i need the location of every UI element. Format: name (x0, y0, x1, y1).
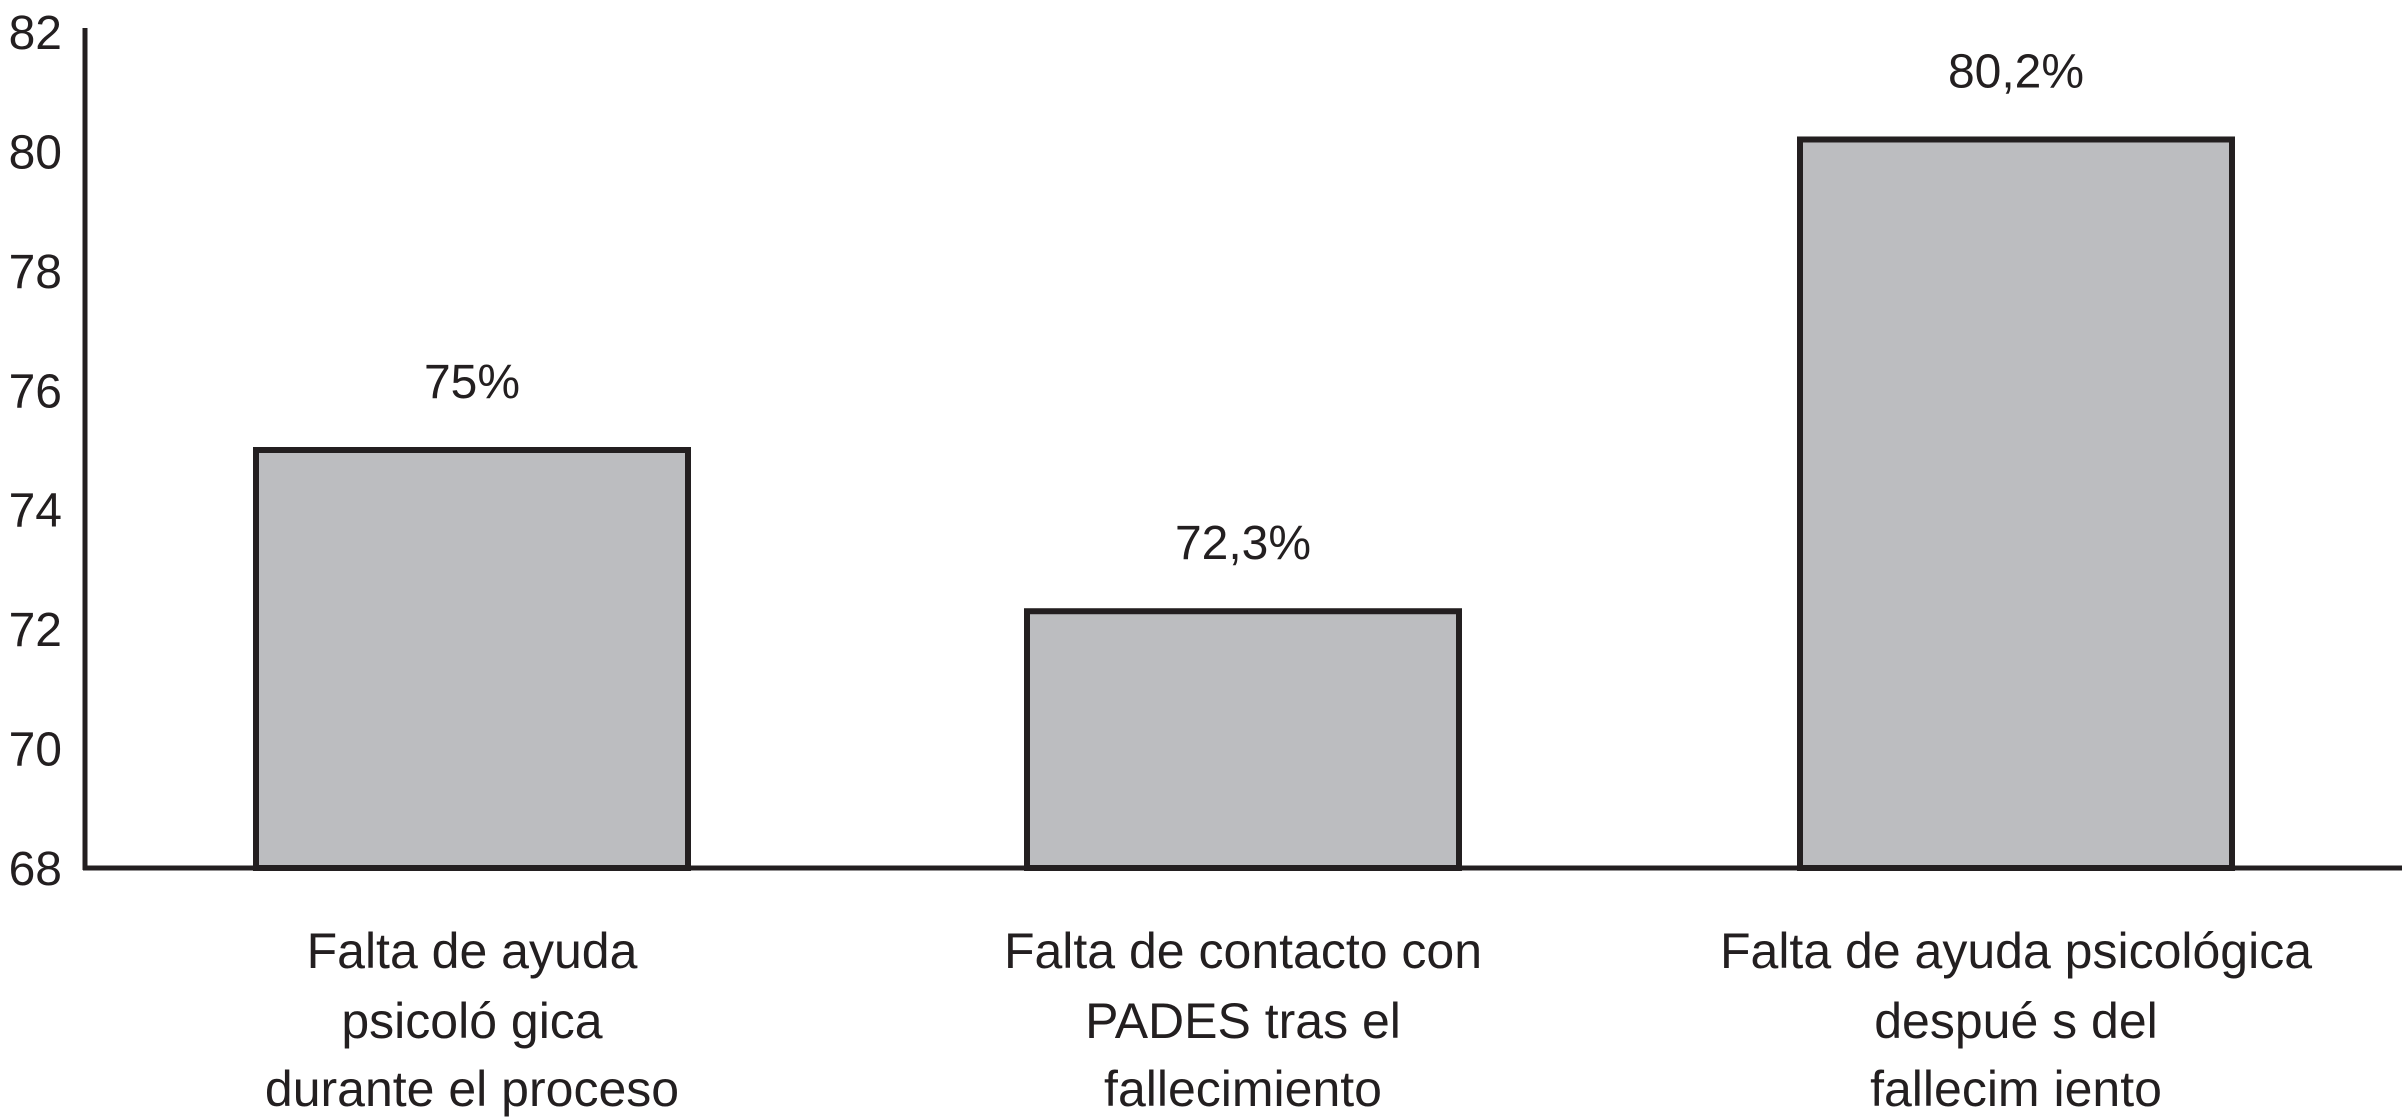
y-tick-label-68: 68 (9, 843, 62, 896)
y-tick-label-70: 70 (9, 724, 62, 777)
bar-1 (253, 447, 691, 871)
y-tick-label-72: 72 (9, 604, 62, 657)
bar-value-label-1: 75% (424, 356, 520, 409)
bars-group (253, 136, 2235, 871)
y-tick-label-82: 82 (9, 7, 62, 60)
bar-3 (1797, 136, 2235, 871)
category-label-3-line-3: fallecim iento (1870, 1061, 2162, 1117)
category-label-2-line-3: fallecimiento (1104, 1061, 1382, 1117)
category-label-3-line-2: despué s del (1874, 993, 2158, 1049)
category-label-2-line-1: Falta de contacto con (1004, 923, 1482, 979)
y-tick-labels-group: 68 70 72 74 76 78 80 82 (9, 7, 62, 896)
bar-2 (1024, 608, 1462, 871)
category-label-2-line-2: PADES tras el (1085, 993, 1401, 1049)
category-label-1-line-2: psicoló gica (341, 993, 602, 1049)
category-label-1-line-1: Falta de ayuda (307, 923, 638, 979)
value-labels-group: 75% 72,3% 80,2% (424, 45, 2084, 570)
bar-value-label-2: 72,3% (1175, 517, 1311, 570)
bar-value-label-3: 80,2% (1948, 45, 2084, 98)
y-tick-label-80: 80 (9, 126, 62, 179)
y-tick-label-78: 78 (9, 246, 62, 299)
category-label-3-line-1: Falta de ayuda psicológica (1720, 923, 2312, 979)
category-label-1-line-3: durante el proceso (265, 1061, 679, 1117)
axes-group (82, 28, 2402, 871)
category-labels-group: Falta de ayuda psicoló gica durante el pro… (265, 923, 2312, 1117)
y-tick-label-76: 76 (9, 365, 62, 418)
y-tick-label-74: 74 (9, 485, 62, 538)
